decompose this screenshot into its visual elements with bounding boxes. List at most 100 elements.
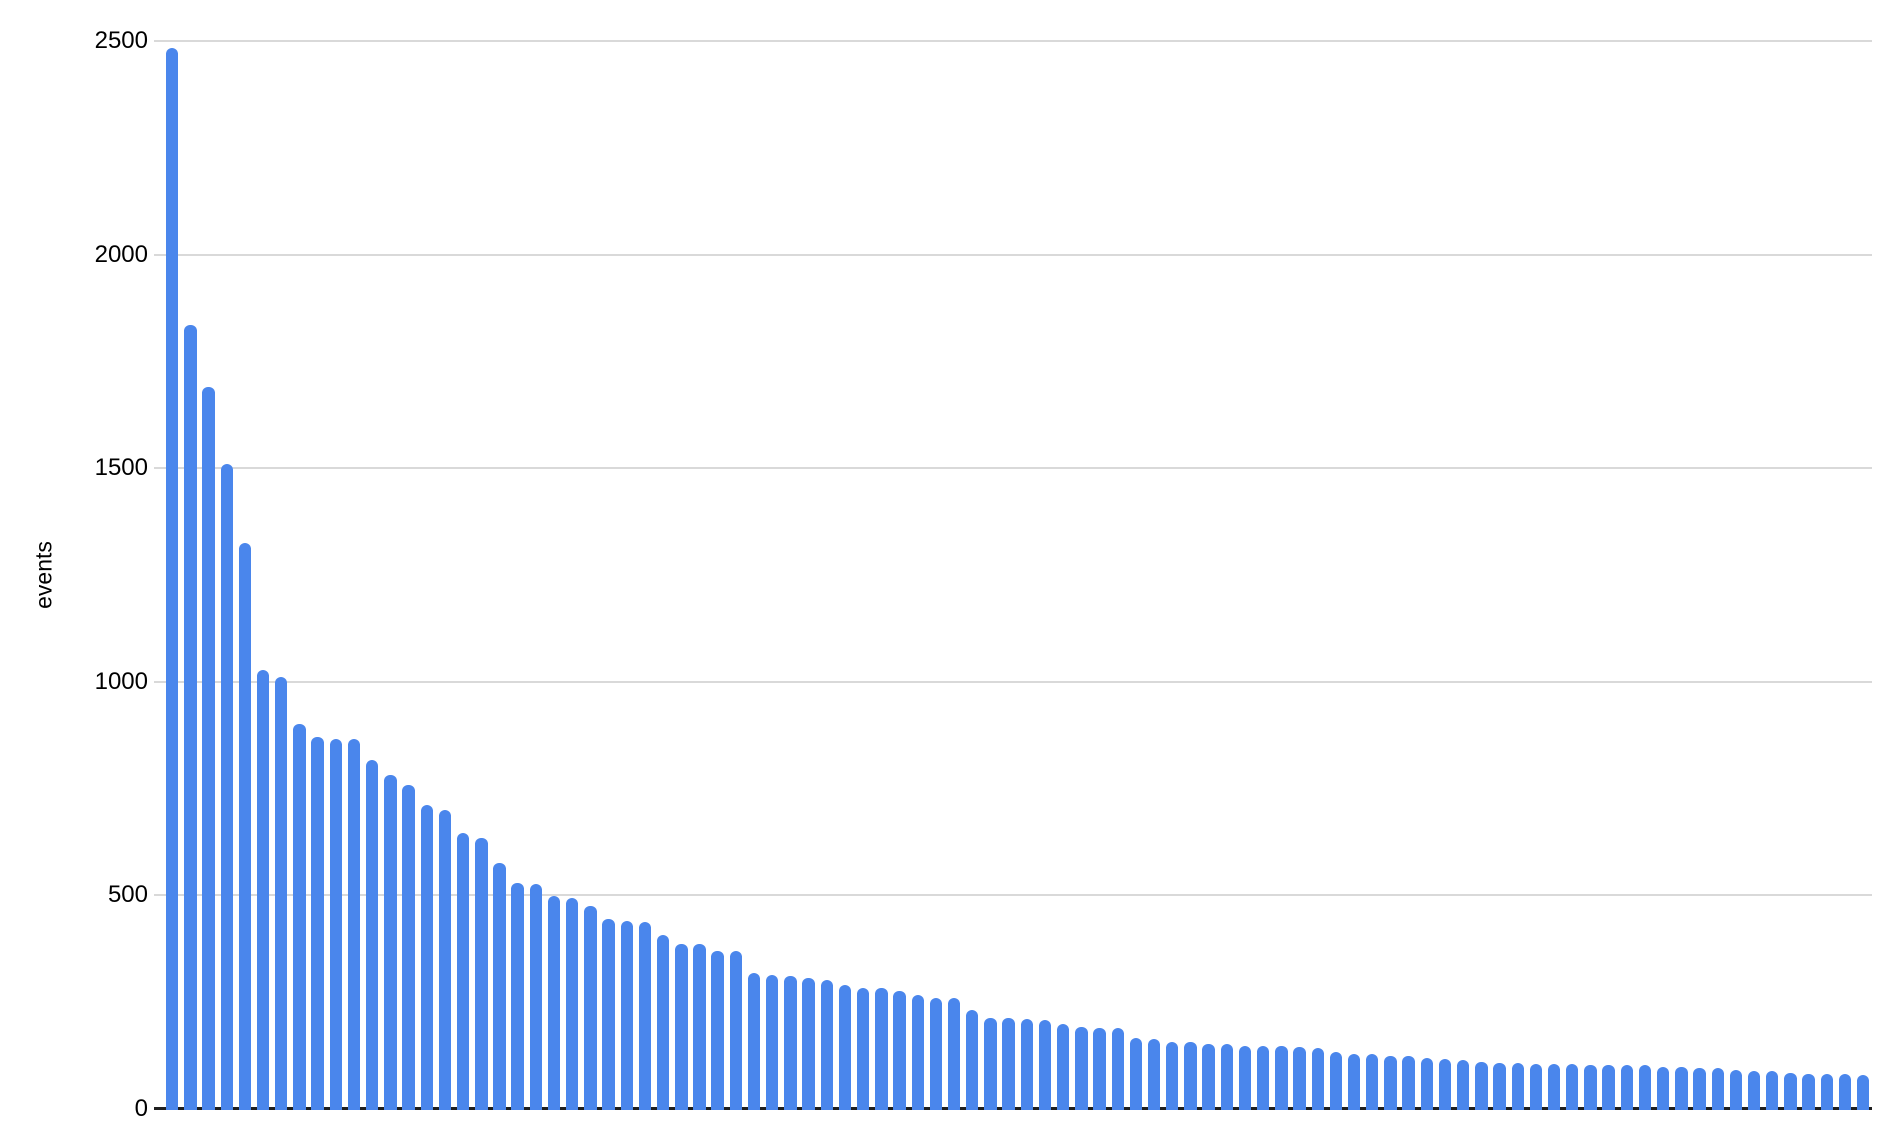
bar bbox=[420, 804, 433, 1110]
bar bbox=[1802, 1073, 1815, 1110]
bar bbox=[1275, 1046, 1288, 1110]
bar bbox=[656, 935, 670, 1110]
bar bbox=[384, 774, 397, 1110]
bar bbox=[1420, 1057, 1434, 1110]
bar bbox=[1547, 1064, 1561, 1110]
bar bbox=[1657, 1066, 1670, 1110]
bar bbox=[802, 977, 815, 1110]
bar bbox=[1020, 1019, 1033, 1110]
y-tick-label: 500 bbox=[107, 881, 148, 909]
bar bbox=[438, 809, 452, 1110]
bar bbox=[184, 325, 197, 1110]
bar bbox=[202, 387, 215, 1110]
bar bbox=[911, 994, 924, 1110]
bar bbox=[1366, 1054, 1379, 1110]
bar bbox=[1529, 1063, 1543, 1110]
bar bbox=[1747, 1070, 1761, 1110]
gridline bbox=[154, 40, 1872, 42]
bar bbox=[1293, 1047, 1306, 1110]
bar bbox=[1475, 1062, 1488, 1110]
bar bbox=[1329, 1051, 1343, 1110]
bar bbox=[547, 895, 561, 1110]
bar bbox=[602, 918, 615, 1110]
bar bbox=[747, 973, 761, 1110]
bar bbox=[1711, 1068, 1724, 1110]
bar bbox=[838, 984, 852, 1110]
bar bbox=[293, 723, 306, 1110]
bar bbox=[620, 921, 633, 1110]
bar bbox=[1075, 1027, 1088, 1110]
bar bbox=[275, 676, 288, 1110]
bar bbox=[256, 669, 270, 1110]
bar bbox=[1602, 1064, 1615, 1110]
bar bbox=[584, 906, 597, 1110]
gridline bbox=[154, 894, 1872, 897]
bar bbox=[729, 950, 743, 1110]
bar bbox=[893, 990, 906, 1110]
bar bbox=[1202, 1044, 1215, 1110]
bar bbox=[1766, 1070, 1779, 1110]
bar bbox=[402, 784, 415, 1110]
bar bbox=[820, 979, 833, 1110]
bar bbox=[1584, 1064, 1597, 1110]
bar bbox=[1147, 1038, 1161, 1110]
bar bbox=[1093, 1027, 1106, 1110]
bar bbox=[1456, 1059, 1470, 1110]
bar bbox=[711, 950, 724, 1110]
bar bbox=[529, 883, 543, 1110]
bar bbox=[366, 760, 379, 1110]
bar bbox=[1402, 1056, 1415, 1110]
y-tick-label: 2500 bbox=[94, 27, 148, 54]
bar bbox=[1857, 1074, 1870, 1110]
bar bbox=[693, 944, 706, 1110]
bar bbox=[947, 998, 961, 1110]
bar bbox=[1129, 1038, 1143, 1110]
bar bbox=[1111, 1027, 1124, 1110]
bar bbox=[1056, 1023, 1070, 1110]
gridline bbox=[154, 467, 1872, 470]
y-tick-label: 1000 bbox=[94, 667, 148, 695]
bar bbox=[1838, 1074, 1852, 1110]
bar bbox=[220, 463, 233, 1110]
bar bbox=[875, 988, 888, 1110]
bar bbox=[166, 47, 179, 1110]
bar bbox=[347, 739, 361, 1110]
bar bbox=[1238, 1045, 1252, 1110]
y-axis-title: events bbox=[30, 541, 57, 609]
bar bbox=[1184, 1042, 1197, 1110]
gridline bbox=[154, 680, 1872, 683]
bar bbox=[1566, 1064, 1579, 1110]
bar bbox=[566, 897, 579, 1110]
bar bbox=[1511, 1063, 1524, 1110]
bar bbox=[638, 921, 652, 1110]
bar bbox=[1784, 1072, 1797, 1110]
bar bbox=[456, 833, 470, 1110]
bar bbox=[475, 838, 488, 1110]
bar bbox=[766, 974, 779, 1110]
y-tick-label: 0 bbox=[134, 1095, 148, 1122]
bar bbox=[929, 997, 943, 1110]
bar bbox=[493, 862, 506, 1110]
bar bbox=[1384, 1056, 1397, 1110]
bar bbox=[1256, 1045, 1270, 1110]
gridline bbox=[154, 253, 1872, 256]
bar bbox=[329, 738, 343, 1110]
bar bbox=[1493, 1062, 1506, 1110]
bar bbox=[784, 975, 797, 1110]
bar bbox=[1347, 1053, 1361, 1110]
bar bbox=[1820, 1073, 1834, 1110]
y-tick-label: 1500 bbox=[94, 454, 148, 482]
bar bbox=[1438, 1059, 1452, 1110]
bar bbox=[856, 987, 870, 1110]
bar bbox=[1729, 1070, 1743, 1110]
bar bbox=[511, 882, 524, 1110]
bar bbox=[1311, 1047, 1324, 1110]
bar bbox=[966, 1009, 979, 1110]
bar bbox=[1638, 1065, 1652, 1110]
bar bbox=[311, 737, 324, 1110]
bar bbox=[1675, 1067, 1688, 1110]
bar bbox=[1002, 1018, 1015, 1110]
bar bbox=[1220, 1044, 1233, 1110]
bar bbox=[238, 542, 252, 1110]
